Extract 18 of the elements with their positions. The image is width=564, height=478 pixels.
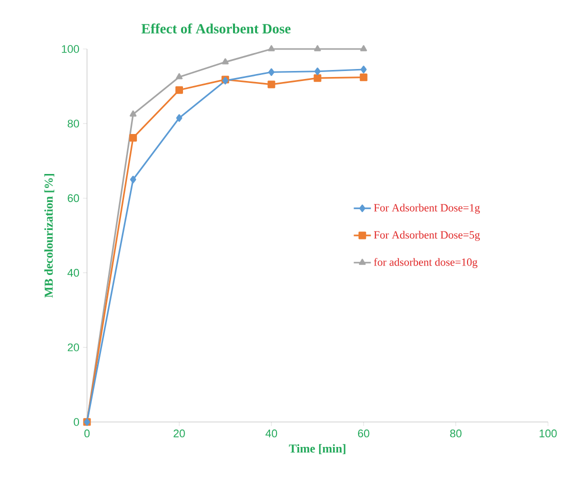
x-tick-label: 80 xyxy=(450,430,462,438)
y-tick-label: 0 xyxy=(74,418,80,426)
legend-label: For Adsorbent Dose=5g xyxy=(374,230,480,241)
y-tick-label: 20 xyxy=(68,344,80,352)
legend-label: for adsorbent dose=10g xyxy=(374,258,478,268)
chart-title: Effect of Adsorbent Dose xyxy=(141,23,291,34)
x-tick-label: 20 xyxy=(174,430,185,438)
y-axis-title: MB decolourization [%] xyxy=(44,174,54,298)
x-tick-label: 60 xyxy=(358,430,370,438)
legend-label: For Adsorbent Dose=1g xyxy=(374,204,480,214)
x-axis-title: Time [min] xyxy=(288,444,346,454)
y-tick-label: 60 xyxy=(68,194,80,202)
x-tick-label: 40 xyxy=(266,430,278,438)
x-tick-label: 100 xyxy=(540,430,557,438)
y-tick-label: 40 xyxy=(67,268,80,277)
x-tick-label: 0 xyxy=(84,430,90,438)
y-tick-label: 100 xyxy=(62,45,80,53)
y-tick-label: 80 xyxy=(68,120,80,128)
